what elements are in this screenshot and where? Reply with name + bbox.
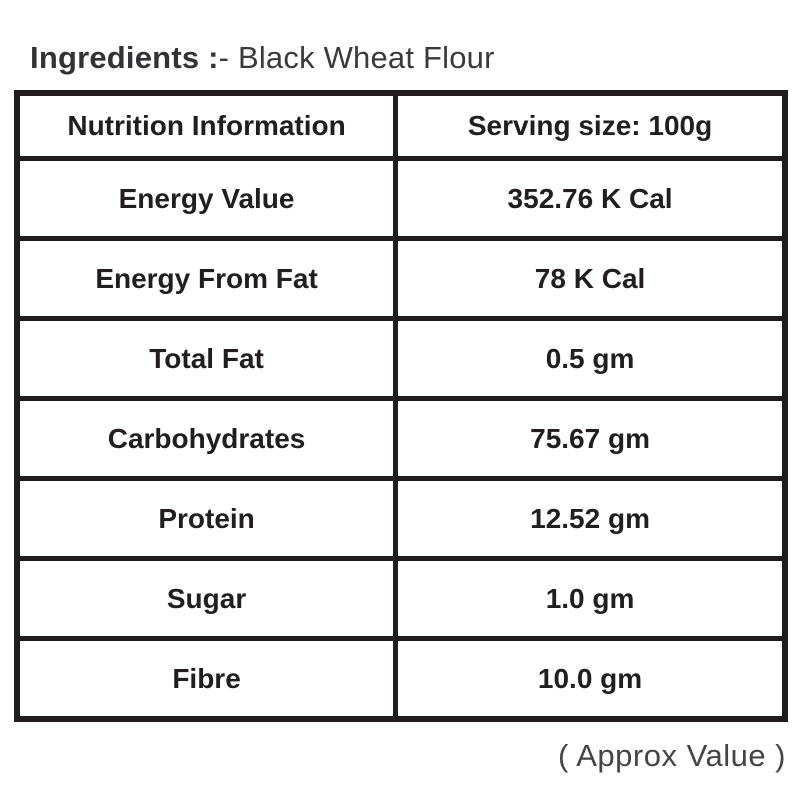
approx-value-note: ( Approx Value ) bbox=[558, 738, 786, 773]
nutrient-name-cell: Fibre bbox=[14, 636, 399, 722]
header-serving-size: Serving size: 100g bbox=[393, 90, 788, 161]
nutrition-table: Nutrition Information Serving size: 100g… bbox=[14, 90, 788, 722]
nutrient-value-cell: 78 K Cal bbox=[393, 236, 788, 321]
ingredients-label: Ingredients : bbox=[30, 40, 219, 75]
header-nutrition-information: Nutrition Information bbox=[14, 90, 399, 161]
nutrient-name-cell: Total Fat bbox=[14, 316, 399, 401]
nutrient-value-cell: 352.76 K Cal bbox=[393, 156, 788, 241]
nutrient-value-cell: 1.0 gm bbox=[393, 556, 788, 641]
table-row-sugar: Sugar 1.0 gm bbox=[14, 556, 788, 641]
nutrient-name-cell: Energy Value bbox=[14, 156, 399, 241]
page-title: Ingredients :- Black Wheat Flour bbox=[30, 40, 495, 76]
table-row-carbohydrates: Carbohydrates 75.67 gm bbox=[14, 396, 788, 481]
nutrient-value-cell: 75.67 gm bbox=[393, 396, 788, 481]
table-header-row: Nutrition Information Serving size: 100g bbox=[14, 90, 788, 161]
ingredient-name: - Black Wheat Flour bbox=[218, 40, 495, 75]
table-row-total-fat: Total Fat 0.5 gm bbox=[14, 316, 788, 401]
nutrient-name-cell: Energy From Fat bbox=[14, 236, 399, 321]
nutrient-name-cell: Protein bbox=[14, 476, 399, 561]
table-row-fibre: Fibre 10.0 gm bbox=[14, 636, 788, 722]
nutrient-name-cell: Carbohydrates bbox=[14, 396, 399, 481]
nutrient-value-cell: 12.52 gm bbox=[393, 476, 788, 561]
table-row-energy-value: Energy Value 352.76 K Cal bbox=[14, 156, 788, 241]
nutrient-value-cell: 0.5 gm bbox=[393, 316, 788, 401]
nutrient-name-cell: Sugar bbox=[14, 556, 399, 641]
nutrient-value-cell: 10.0 gm bbox=[393, 636, 788, 722]
table-row-energy-from-fat: Energy From Fat 78 K Cal bbox=[14, 236, 788, 321]
table-row-protein: Protein 12.52 gm bbox=[14, 476, 788, 561]
